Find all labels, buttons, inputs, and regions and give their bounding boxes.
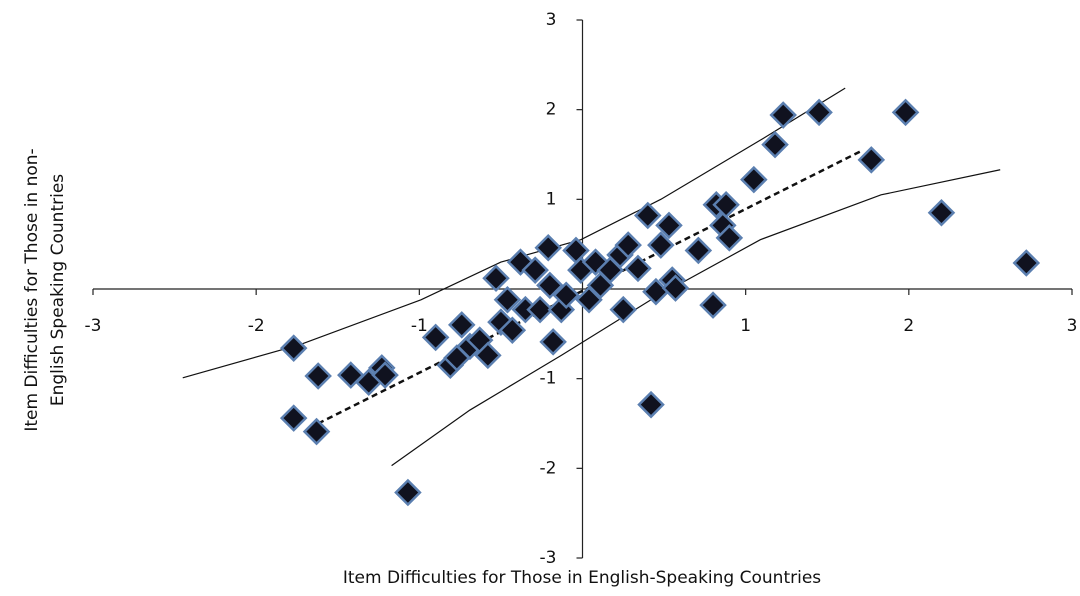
point [1012,249,1041,277]
point [498,316,527,345]
point [740,165,768,194]
point [609,295,638,324]
y-axis-title: English Speaking Countries [48,174,68,406]
point [624,254,652,283]
point [521,256,549,284]
point [302,417,331,446]
point [805,98,833,127]
x-tick-label: -1 [411,316,428,336]
point [506,248,535,276]
point [536,271,564,300]
point [614,231,642,259]
point [371,361,399,389]
x-tick-label: -3 [85,316,102,336]
point [661,274,690,302]
x-axis-title: Item Difficulties for Those in English-S… [343,568,821,588]
y-tick-label: 2 [546,100,557,120]
x-tick-label: 1 [740,316,751,336]
point [684,236,713,265]
point [715,224,744,252]
point [539,328,567,356]
point [562,236,590,265]
point [552,281,580,310]
point [447,311,476,339]
point [575,285,603,314]
point [482,264,510,293]
y-tick-label: 1 [546,189,557,209]
x-tick-label: 2 [903,316,914,336]
point [633,201,662,230]
point [493,285,522,314]
point [421,323,450,352]
point [474,341,502,370]
point [394,478,422,507]
point [927,199,956,227]
y-tick-label: -2 [540,458,557,478]
point [699,291,727,319]
point [526,295,554,324]
point [761,130,789,159]
point [857,146,886,174]
point [279,334,308,362]
point [534,233,563,262]
y-tick-label: -1 [540,369,557,389]
x-tick-label: 3 [1067,316,1078,336]
point [769,101,797,129]
y-tick-label: -3 [540,548,557,568]
point [637,390,665,419]
point [891,98,920,127]
point [655,211,683,240]
point [487,308,515,336]
y-tick-label: 3 [546,10,557,30]
point [712,190,740,219]
point [647,231,675,259]
y-axis-title: Item Difficulties for Those in non- [22,148,42,431]
point [304,362,332,390]
point [279,404,308,432]
x-tick-label: -2 [248,316,265,336]
